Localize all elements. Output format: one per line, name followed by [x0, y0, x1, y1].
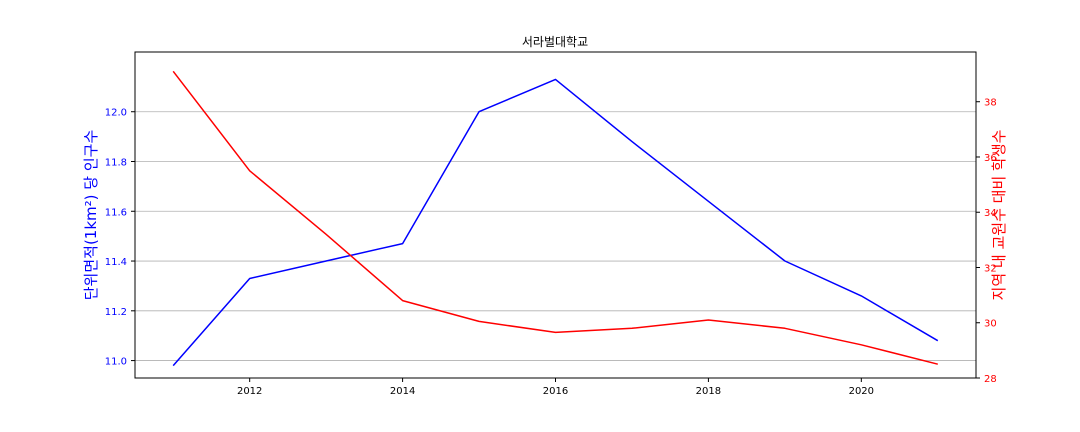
y-axis-left: 11.0 11.2 11.4 11.6 11.8 12.0 [105, 108, 135, 368]
series-line-right-axis [172, 70, 938, 365]
x-tick-label: 2012 [237, 386, 262, 397]
y-right-tick-label: 30 [984, 319, 997, 330]
y-left-tick-label: 12.0 [105, 108, 127, 119]
x-axis: 2012 2014 2016 2018 2020 [237, 378, 874, 397]
y-left-tick-label: 11.0 [105, 357, 127, 368]
y-left-tick-label: 11.4 [105, 257, 127, 268]
series-layer [172, 70, 939, 367]
x-tick-label: 2020 [849, 386, 874, 397]
y-left-tick-label: 11.2 [105, 307, 127, 318]
x-tick-label: 2018 [696, 386, 721, 397]
y-right-tick-label: 32 [984, 263, 997, 274]
grid-lines [135, 111, 976, 361]
y-left-tick-label: 11.6 [105, 207, 127, 218]
y-axis-right: 28 30 32 34 36 38 [976, 98, 997, 385]
x-tick-label: 2016 [543, 386, 568, 397]
chart-title: 서라벌대학교 [522, 35, 588, 49]
y-left-tick-label: 11.8 [105, 157, 127, 168]
y-right-tick-label: 28 [984, 374, 997, 385]
y-right-tick-label: 38 [984, 98, 997, 109]
y-axis-right-label: 지역 내 교원수 대비 학생수 [990, 130, 1008, 301]
y-axis-left-label: 단위면적(1km²) 당 인구수 [82, 130, 100, 301]
series-line-left-axis [172, 78, 939, 367]
x-tick-label: 2014 [390, 386, 415, 397]
y-right-tick-label: 36 [984, 153, 997, 164]
y-right-tick-label: 34 [984, 208, 997, 219]
